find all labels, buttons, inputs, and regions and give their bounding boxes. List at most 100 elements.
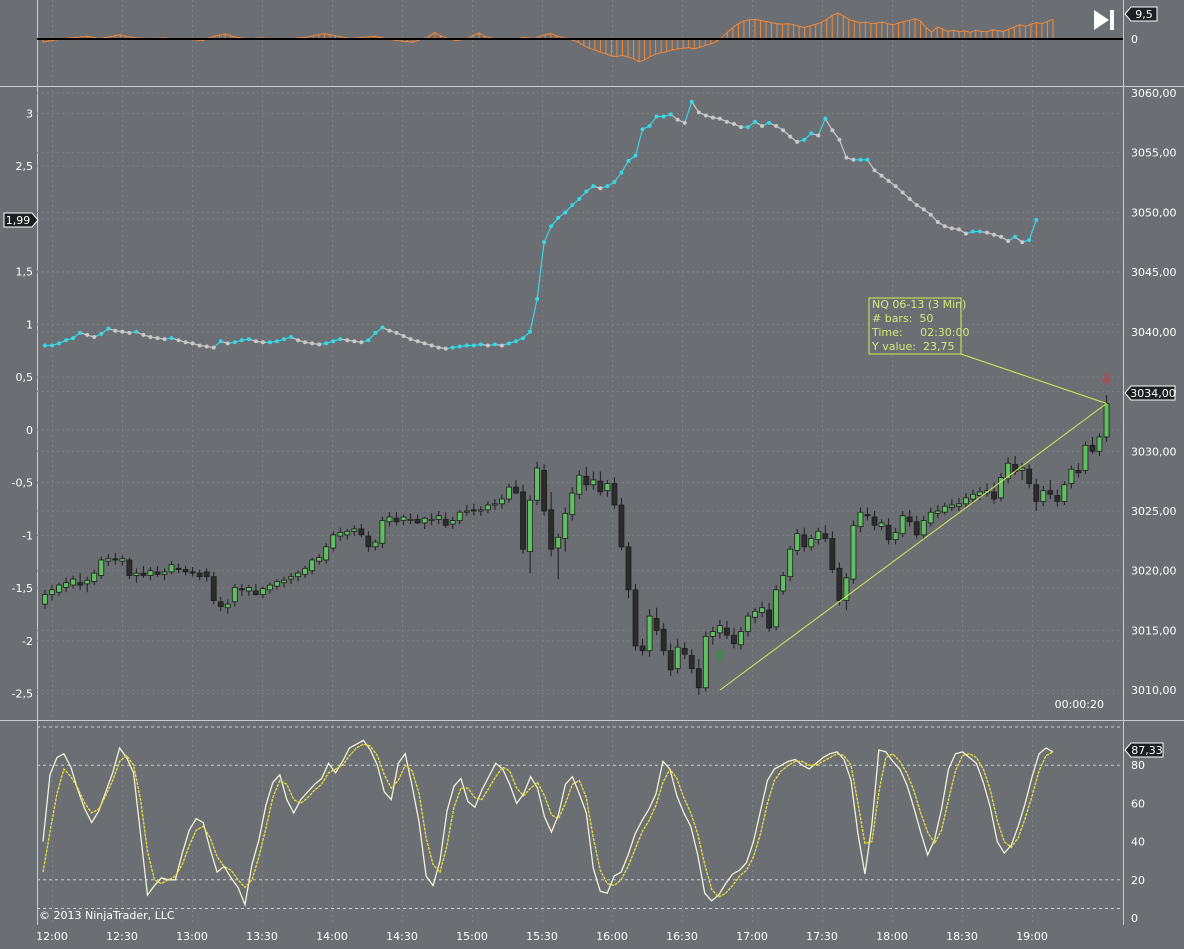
candle-body xyxy=(963,497,969,505)
candle-body xyxy=(611,483,618,506)
drawing-tool-line[interactable] xyxy=(719,353,1107,691)
indicator-point xyxy=(127,330,132,335)
candle-body xyxy=(576,474,583,495)
drawing-line[interactable] xyxy=(719,403,1107,691)
candle xyxy=(787,545,794,582)
indicator-point xyxy=(232,340,237,345)
candle-body xyxy=(513,486,519,494)
indicator-point xyxy=(274,339,279,344)
candle-body xyxy=(421,517,428,524)
candle xyxy=(963,493,969,509)
candle-body xyxy=(815,530,822,541)
candle xyxy=(590,471,597,490)
indicator-point xyxy=(703,113,708,118)
candle xyxy=(695,659,702,695)
candle xyxy=(407,513,414,525)
candle-body xyxy=(365,535,372,548)
candle xyxy=(906,509,913,527)
indicator-point xyxy=(317,342,322,347)
indicator-point xyxy=(443,346,448,351)
indicator-point xyxy=(647,124,652,129)
time-tick-label: 12:30 xyxy=(106,930,138,943)
indicator-point xyxy=(767,120,772,125)
indicator-point xyxy=(162,337,167,342)
indicator-point xyxy=(1020,240,1025,245)
indicator-point xyxy=(682,120,687,125)
indicator-point xyxy=(176,338,181,343)
candle-body xyxy=(555,536,562,549)
candle xyxy=(470,503,477,516)
indicator-point xyxy=(1006,239,1011,244)
indicator-segment xyxy=(1028,219,1037,241)
candle-body xyxy=(309,559,316,572)
candle-body xyxy=(956,503,962,507)
candle xyxy=(63,577,69,593)
candle xyxy=(611,477,618,509)
candle-body xyxy=(238,588,245,591)
indicator-point xyxy=(499,343,504,348)
candle xyxy=(977,487,983,501)
indicator-point xyxy=(239,338,244,343)
candle xyxy=(660,623,667,656)
candle-body xyxy=(920,520,927,536)
time-tick-label: 18:00 xyxy=(876,930,908,943)
candle xyxy=(393,512,400,526)
indicator-point xyxy=(914,203,919,208)
candle xyxy=(927,507,934,527)
indicator-point xyxy=(478,342,483,347)
candle xyxy=(182,565,189,576)
candle xyxy=(555,533,562,580)
candle-body xyxy=(133,572,140,576)
candle-body xyxy=(970,493,976,500)
time-tick-label: 19:00 xyxy=(1016,930,1048,943)
indicator-point xyxy=(408,337,413,342)
candle-body xyxy=(716,625,723,634)
indicator-point xyxy=(858,157,863,162)
indicator-point xyxy=(872,168,877,173)
candle-body xyxy=(84,579,91,585)
indicator-tick-label: -1 xyxy=(22,529,33,542)
candle xyxy=(428,513,435,526)
candle xyxy=(632,583,639,651)
skip-to-end-icon[interactable] xyxy=(1090,6,1118,32)
svg-text:3034,00: 3034,00 xyxy=(1130,387,1176,400)
candle-body xyxy=(646,615,653,652)
candle-body xyxy=(435,515,442,520)
price-tick-label: 3055,00 xyxy=(1131,147,1177,160)
candle xyxy=(1026,464,1033,489)
candle-body xyxy=(583,475,590,486)
time-tick-label: 17:00 xyxy=(736,930,768,943)
price-tick-label: 3020,00 xyxy=(1131,565,1177,578)
svg-text:87,33: 87,33 xyxy=(1131,744,1163,757)
candle-body xyxy=(414,518,421,524)
candle-body xyxy=(1075,469,1082,474)
candle xyxy=(161,568,168,581)
time-tick-label: 16:00 xyxy=(596,930,628,943)
stochastic-tick-label: 0 xyxy=(1131,912,1138,925)
indicator-point xyxy=(879,173,884,178)
candle-body xyxy=(175,567,182,570)
candle-body xyxy=(203,571,210,578)
candle xyxy=(98,556,105,580)
candle-body xyxy=(1019,467,1026,471)
candle xyxy=(991,482,997,504)
candle xyxy=(576,470,583,500)
candle-body xyxy=(379,520,386,544)
candle-body xyxy=(484,504,491,511)
indicator-point xyxy=(809,131,814,136)
indicator-point xyxy=(303,340,308,345)
stochastic-tick-label: 40 xyxy=(1131,836,1145,849)
indicator-point xyxy=(992,232,997,237)
indicator-segment xyxy=(634,129,644,156)
indicator-tick-label: 0,5 xyxy=(16,371,34,384)
svg-text:1,99: 1,99 xyxy=(6,214,31,227)
tooltip-line-4: Y value: 23,75 xyxy=(871,340,954,353)
candle-body xyxy=(871,516,878,526)
indicator-point xyxy=(731,121,736,126)
candle xyxy=(766,602,772,632)
indicator-point xyxy=(619,170,624,175)
candle-body xyxy=(499,498,505,505)
candle-body xyxy=(274,581,280,587)
indicator-point xyxy=(457,344,462,349)
